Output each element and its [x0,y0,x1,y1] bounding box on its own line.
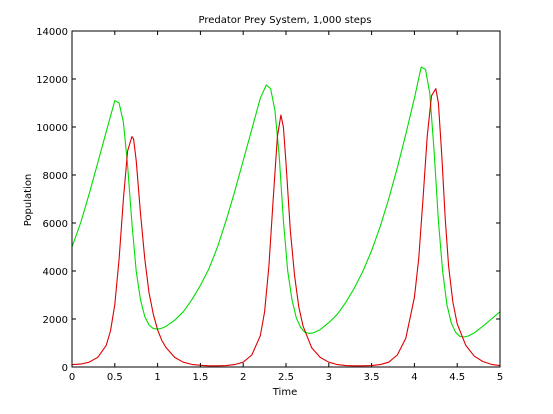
y-tick-label: 4000 [43,267,68,278]
y-tick-label: 8000 [43,171,68,182]
y-tick-label: 12000 [36,75,68,86]
x-tick-label: 2 [240,372,246,383]
x-tick-label: 4.5 [449,372,465,383]
plot-area: 0 0.5 1 1.5 2 2.5 3 3.5 4 4.5 5 0 2000 4000 6000 8000 10… [36,27,503,383]
x-tick-label: 0.5 [107,372,123,383]
x-tick-label: 0 [69,372,75,383]
y-axis-title: Population [23,174,34,227]
x-tick-label: 4 [411,372,417,383]
x-tick-label: 1.5 [192,372,208,383]
y-tick-label: 2000 [43,315,68,326]
x-tick-label: 3 [326,372,332,383]
x-tick-label: 2.5 [278,372,294,383]
x-axis-title: Time [272,387,297,398]
x-tick-label: 1 [154,372,160,383]
series-line-1 [72,66,500,338]
series-line-2 [72,88,500,367]
y-tick-label: 14000 [36,27,68,38]
y-tick-label: 6000 [43,219,68,230]
y-tick-label: 10000 [36,123,68,134]
y-tick-label: 0 [62,363,68,374]
x-tick-label: 3.5 [364,372,380,383]
chart-title: Predator Prey System, 1,000 steps [199,15,372,26]
x-tick-label: 5 [497,372,503,383]
